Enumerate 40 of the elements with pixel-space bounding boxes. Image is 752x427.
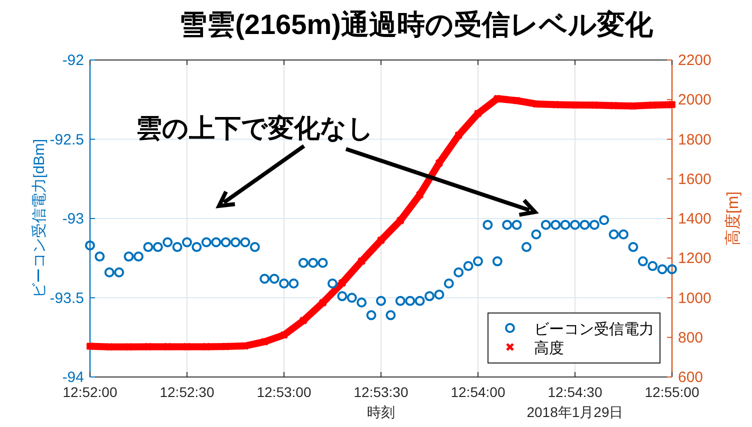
point xyxy=(474,109,482,118)
y2-tick-label: 1400 xyxy=(678,210,712,228)
y-tick-label: -93.5 xyxy=(50,290,84,307)
point xyxy=(280,330,288,340)
y2-tick-label: 800 xyxy=(678,329,704,346)
legend-label: ビーコン受信電力 xyxy=(534,321,654,338)
point xyxy=(416,190,424,199)
y2-tick-label: 600 xyxy=(678,369,704,386)
point xyxy=(318,298,328,307)
y2-tick-label: 1600 xyxy=(678,170,712,188)
y-tick-label: -94 xyxy=(62,369,84,386)
y2-tick-label: 2000 xyxy=(678,92,712,109)
x-tick-label: 12:55:00 xyxy=(644,384,700,400)
y2-tick-label: 1800 xyxy=(678,131,712,148)
y-tick-label: -92.5 xyxy=(50,131,84,148)
chart-title: 雪雲(2165m)通過時の受信レベル変化 xyxy=(179,9,654,40)
x-tick-label: 12:53:00 xyxy=(256,384,312,400)
x-tick-label: 12:53:30 xyxy=(354,384,408,400)
y-axis-title: ビーコン受信電力[dBm] xyxy=(31,138,48,298)
point xyxy=(299,316,308,325)
y2-tick-label: 1200 xyxy=(678,250,712,268)
y-tick-label: -92 xyxy=(62,52,84,69)
point xyxy=(357,256,366,266)
annotation: 雲の上下で変化なし xyxy=(136,113,374,143)
y-tick-label: -93 xyxy=(62,210,84,228)
point xyxy=(454,131,463,140)
text: 2018年1月29日 xyxy=(526,404,624,420)
point xyxy=(376,236,386,245)
x-axis-title: 時刻 xyxy=(367,404,395,420)
y2-tick-label: 1000 xyxy=(678,290,712,307)
point xyxy=(434,158,444,168)
x-tick-label: 12:54:30 xyxy=(548,384,602,400)
x-tick-label: 12:52:30 xyxy=(160,384,214,400)
x-tick-label: 12:54:00 xyxy=(450,384,506,400)
point xyxy=(338,278,346,288)
x-tick-label: 12:52:00 xyxy=(62,384,118,400)
legend-label: 高度 xyxy=(534,340,564,357)
point xyxy=(396,216,405,225)
y2-axis-title: 高度[m] xyxy=(724,191,742,246)
y2-tick-label: 2200 xyxy=(678,52,712,69)
